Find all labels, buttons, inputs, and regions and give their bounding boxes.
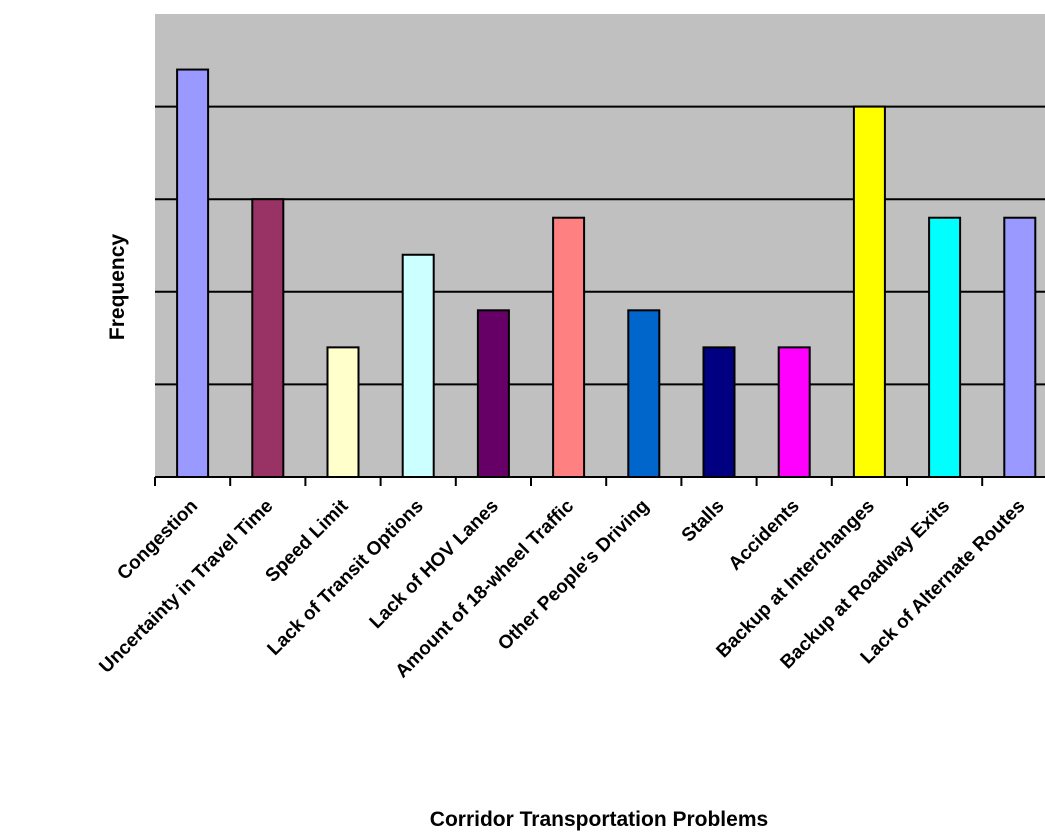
x-tick-label: Lack of Transit Options: [264, 496, 428, 660]
bar-other-people-s-driving: [627, 309, 661, 478]
gridlines: [155, 105, 1045, 386]
plot-area: [155, 14, 1045, 477]
x-axis-title: Corridor Transportation Problems: [430, 808, 768, 831]
bar-stalls: [702, 346, 736, 478]
bar-accidents: [777, 346, 811, 478]
x-axis: [154, 476, 1045, 486]
bar-lack-of-alternate-routes: [1003, 216, 1037, 478]
bar-lack-of-hov-lanes: [476, 309, 510, 478]
x-tick-label: Backup at Interchanges: [713, 496, 879, 662]
bar-amount-of-18-wheel-traffic: [552, 216, 586, 478]
bar-backup-at-interchanges: [852, 105, 886, 478]
x-tick-label: Other People's Driving: [494, 496, 653, 655]
x-tick-label: Stalls: [678, 496, 729, 547]
bar-lack-of-transit-options: [401, 253, 435, 478]
bar-speed-limit: [326, 346, 360, 478]
bar-backup-at-roadway-exits: [928, 216, 962, 478]
x-tick-label: Lack of HOV Lanes: [366, 496, 503, 633]
bar-congestion: [176, 68, 210, 478]
x-tick-label: Accidents: [725, 496, 804, 575]
y-axis-title: Frequency: [106, 234, 129, 341]
bar-uncertainty-in-travel-time: [251, 198, 285, 478]
